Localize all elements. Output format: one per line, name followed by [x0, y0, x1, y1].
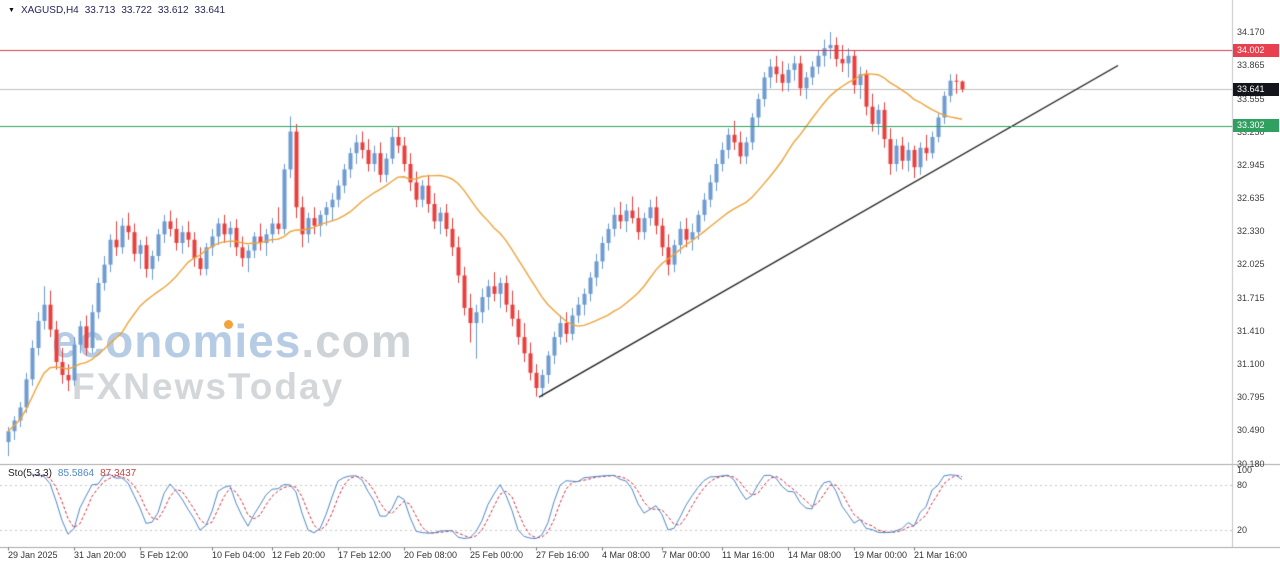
support-price-label: 33.302 [1233, 119, 1279, 133]
quote-close: 33.641 [194, 5, 226, 16]
stochastic-indicator-label: Sto(5,3,3) 85.5864 87.3437 [8, 468, 136, 479]
indicator-value-k: 85.5864 [57, 468, 95, 479]
resistance-price-label: 34.002 [1233, 43, 1279, 57]
symbol-timeframe-label: XAGUSD,H4 [20, 5, 79, 16]
quote-open: 33.713 [84, 5, 116, 16]
indicator-name: Sto(5,3,3) [8, 468, 52, 479]
last-price-label: 33.641 [1233, 82, 1279, 96]
quote-low: 33.612 [157, 5, 189, 16]
quote-high: 33.722 [121, 5, 152, 16]
indicator-value-d: 87.3437 [100, 468, 137, 479]
symbol-dropdown-icon[interactable]: ▼ [8, 7, 15, 14]
quote-bar: ▼ XAGUSD,H4 33.713 33.722 33.612 33.641 [8, 5, 225, 16]
